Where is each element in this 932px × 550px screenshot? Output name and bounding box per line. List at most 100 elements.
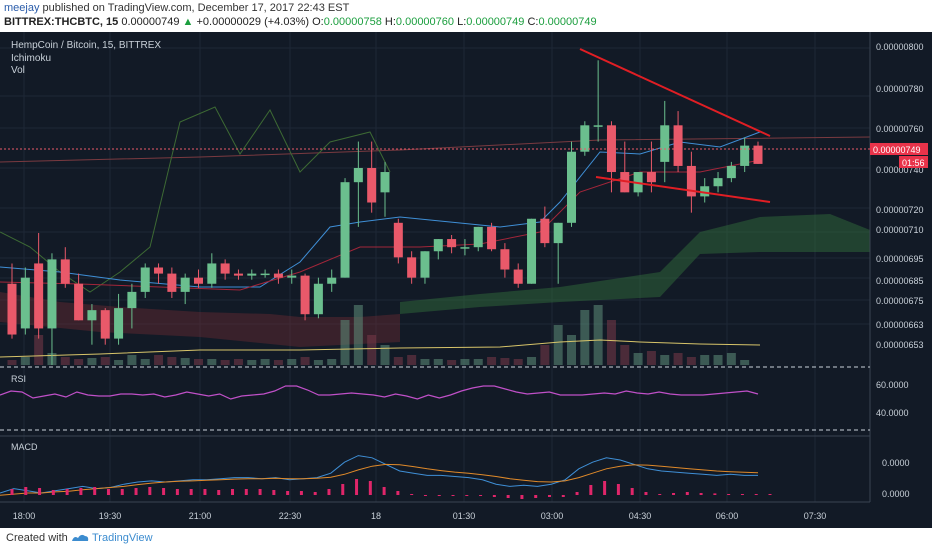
macd-histogram-bar bbox=[685, 492, 689, 495]
macd-histogram-bar bbox=[644, 492, 648, 495]
volume-bar bbox=[74, 359, 84, 365]
macd-histogram-bar bbox=[38, 488, 42, 495]
candle-body bbox=[646, 172, 656, 183]
macd-tick-label: 0.0000 bbox=[882, 458, 910, 468]
price-tick-label: 0.00000663 bbox=[876, 320, 924, 330]
macd-histogram-bar bbox=[65, 489, 69, 495]
candle-body bbox=[473, 226, 483, 248]
time-tick-label: 19:30 bbox=[99, 511, 122, 521]
candle-body bbox=[7, 283, 17, 335]
candle-body bbox=[540, 218, 550, 244]
macd-histogram-bar bbox=[368, 481, 372, 495]
candle-body bbox=[380, 172, 390, 193]
macd-histogram-bar bbox=[258, 489, 262, 495]
macd-histogram-bar bbox=[616, 484, 620, 495]
volume-bar bbox=[327, 359, 337, 365]
countdown-label: 01:56 bbox=[902, 158, 925, 168]
candle-body bbox=[367, 167, 377, 203]
last-price-marker bbox=[870, 143, 928, 155]
close-label: C: bbox=[527, 16, 539, 28]
chart-area[interactable]: 0.00000800 0.00000780 0.00000760 0.00000740… bbox=[0, 32, 932, 528]
time-tick-label: 18:00 bbox=[13, 511, 36, 521]
last-price: 0.00000749 bbox=[121, 16, 180, 28]
macd-histogram-bar bbox=[575, 492, 579, 495]
volume-bar bbox=[673, 353, 683, 365]
author-link[interactable]: meejay bbox=[4, 2, 40, 14]
volume-bar bbox=[460, 359, 470, 365]
volume-bar bbox=[127, 355, 137, 365]
macd-histogram-bar bbox=[658, 494, 662, 495]
open-value: 0.00000758 bbox=[323, 16, 382, 28]
candle-body bbox=[340, 182, 350, 278]
volume-bar bbox=[726, 353, 736, 365]
candle-body bbox=[433, 239, 443, 252]
macd-histogram-bar bbox=[134, 488, 138, 495]
candle-body bbox=[273, 273, 283, 278]
macd-histogram-bar bbox=[465, 495, 469, 496]
volume-bar bbox=[87, 358, 97, 365]
price-tick-label: 0.00000720 bbox=[876, 205, 924, 215]
macd-histogram-bar bbox=[754, 494, 758, 495]
candle-body bbox=[700, 186, 710, 197]
tradingview-logo-icon[interactable] bbox=[70, 531, 90, 545]
leading-span-line bbox=[0, 106, 391, 293]
macd-histogram-bar bbox=[106, 489, 110, 495]
candle-body bbox=[487, 226, 497, 250]
macd-histogram-bar bbox=[727, 494, 731, 495]
volume-bar bbox=[207, 359, 217, 365]
volume-bar bbox=[367, 335, 377, 365]
candle-body bbox=[287, 275, 297, 278]
macd-histogram-bar bbox=[148, 487, 152, 495]
tradingview-link[interactable]: TradingView bbox=[92, 532, 153, 544]
vol-legend[interactable]: Vol bbox=[11, 65, 25, 76]
price-tick-label: 0.00000653 bbox=[876, 340, 924, 350]
volume-bar bbox=[114, 360, 124, 365]
candle-body bbox=[553, 222, 563, 244]
ichimoku-legend[interactable]: Ichimoku bbox=[11, 53, 51, 64]
volume-bar bbox=[633, 353, 643, 365]
volume-bar bbox=[140, 359, 150, 365]
volume-bar bbox=[260, 359, 270, 365]
price-change: +0.00000029 (+4.03%) bbox=[196, 16, 310, 28]
macd-histogram-bar bbox=[451, 495, 455, 496]
kijun-line bbox=[0, 159, 761, 291]
price-tick-label: 0.00000760 bbox=[876, 124, 924, 134]
candle-body bbox=[593, 125, 603, 127]
volume-bar bbox=[500, 358, 510, 365]
macd-histogram-bar bbox=[768, 494, 772, 495]
volume-bar bbox=[154, 355, 164, 365]
candle-body bbox=[300, 275, 310, 315]
macd-histogram-bar bbox=[203, 489, 207, 495]
price-tick-label: 0.00000685 bbox=[876, 276, 924, 286]
macd-histogram-bar bbox=[437, 495, 441, 496]
volume-bar bbox=[527, 357, 537, 365]
time-tick-label: 04:30 bbox=[629, 511, 652, 521]
candle-body bbox=[127, 291, 137, 309]
candle-body bbox=[194, 277, 203, 284]
macd-histogram-bar bbox=[520, 495, 524, 499]
candle-body bbox=[460, 247, 470, 249]
candle-body bbox=[500, 249, 510, 270]
chart-svg[interactable]: 0.00000800 0.00000780 0.00000760 0.00000740… bbox=[0, 32, 932, 528]
volume-bar bbox=[686, 357, 696, 365]
low-value: 0.00000749 bbox=[466, 16, 525, 28]
macd-histogram-bar bbox=[740, 494, 744, 495]
macd-line bbox=[0, 455, 758, 494]
macd-histogram-bar bbox=[423, 495, 427, 496]
macd-histogram-bar bbox=[175, 489, 179, 495]
volume-bar bbox=[713, 355, 723, 365]
ohlc-bar: BITTREX:THCBTC, 15 0.00000749 ▲ +0.00000… bbox=[4, 16, 597, 28]
rsi-line bbox=[0, 385, 759, 400]
candle-body bbox=[580, 125, 590, 152]
volume-bar bbox=[340, 320, 350, 365]
rsi-tick-label: 60.0000 bbox=[876, 380, 909, 390]
macd-histogram-bar bbox=[355, 479, 359, 495]
macd-histogram-bar bbox=[120, 489, 124, 495]
rsi-tick-label: 40.0000 bbox=[876, 408, 909, 418]
volume-bar bbox=[740, 360, 750, 365]
publish-info: meejay published on TradingView.com, Dec… bbox=[4, 2, 349, 14]
candle-body bbox=[87, 310, 97, 321]
time-tick-label: 21:00 bbox=[189, 511, 212, 521]
volume-bar bbox=[273, 360, 283, 365]
macd-histogram-bar bbox=[672, 493, 676, 495]
